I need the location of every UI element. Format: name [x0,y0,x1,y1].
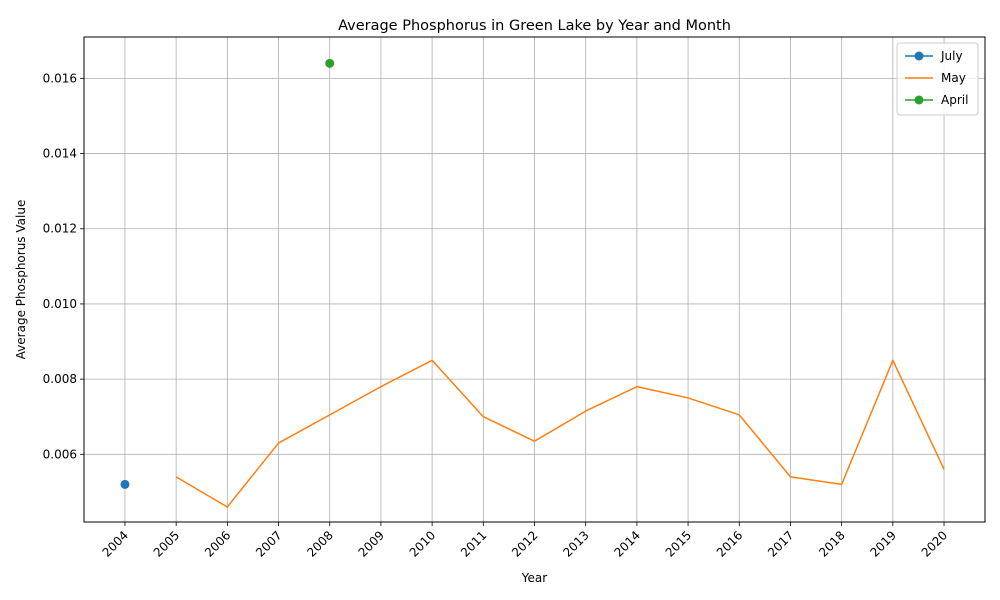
data-point-july [120,479,130,489]
legend-swatch-marker [914,51,924,61]
x-axis-title: Year [521,571,547,585]
y-tick-label: 0.006 [43,447,77,461]
series-may [175,359,945,508]
legend-label: April [941,93,968,107]
series-line-may [175,359,945,508]
legend: July May April [896,42,979,116]
series-july [120,479,130,489]
series-april [325,58,335,68]
data-series [120,58,945,508]
legend-label: May [941,71,966,85]
y-tick-label: 0.008 [43,372,77,386]
y-tick-label: 0.012 [43,222,77,236]
chart-title: Average Phosphorus in Green Lake by Year… [338,18,731,34]
legend-label: July [940,49,963,63]
y-tick-label: 0.014 [43,147,77,161]
y-axis-title: Average Phosphorus Value [14,200,28,360]
data-point-april [325,58,335,68]
grid-lines [84,37,985,522]
legend-item-april: April [905,93,968,107]
y-tick-label: 0.016 [43,71,77,85]
y-tick-label: 0.010 [43,297,77,311]
legend-item-may: May [905,71,966,85]
y-axis: 0.006 0.008 0.010 0.012 0.014 0.016 [43,71,84,461]
legend-item-july: July [905,49,963,63]
legend-swatch-marker [914,95,924,105]
